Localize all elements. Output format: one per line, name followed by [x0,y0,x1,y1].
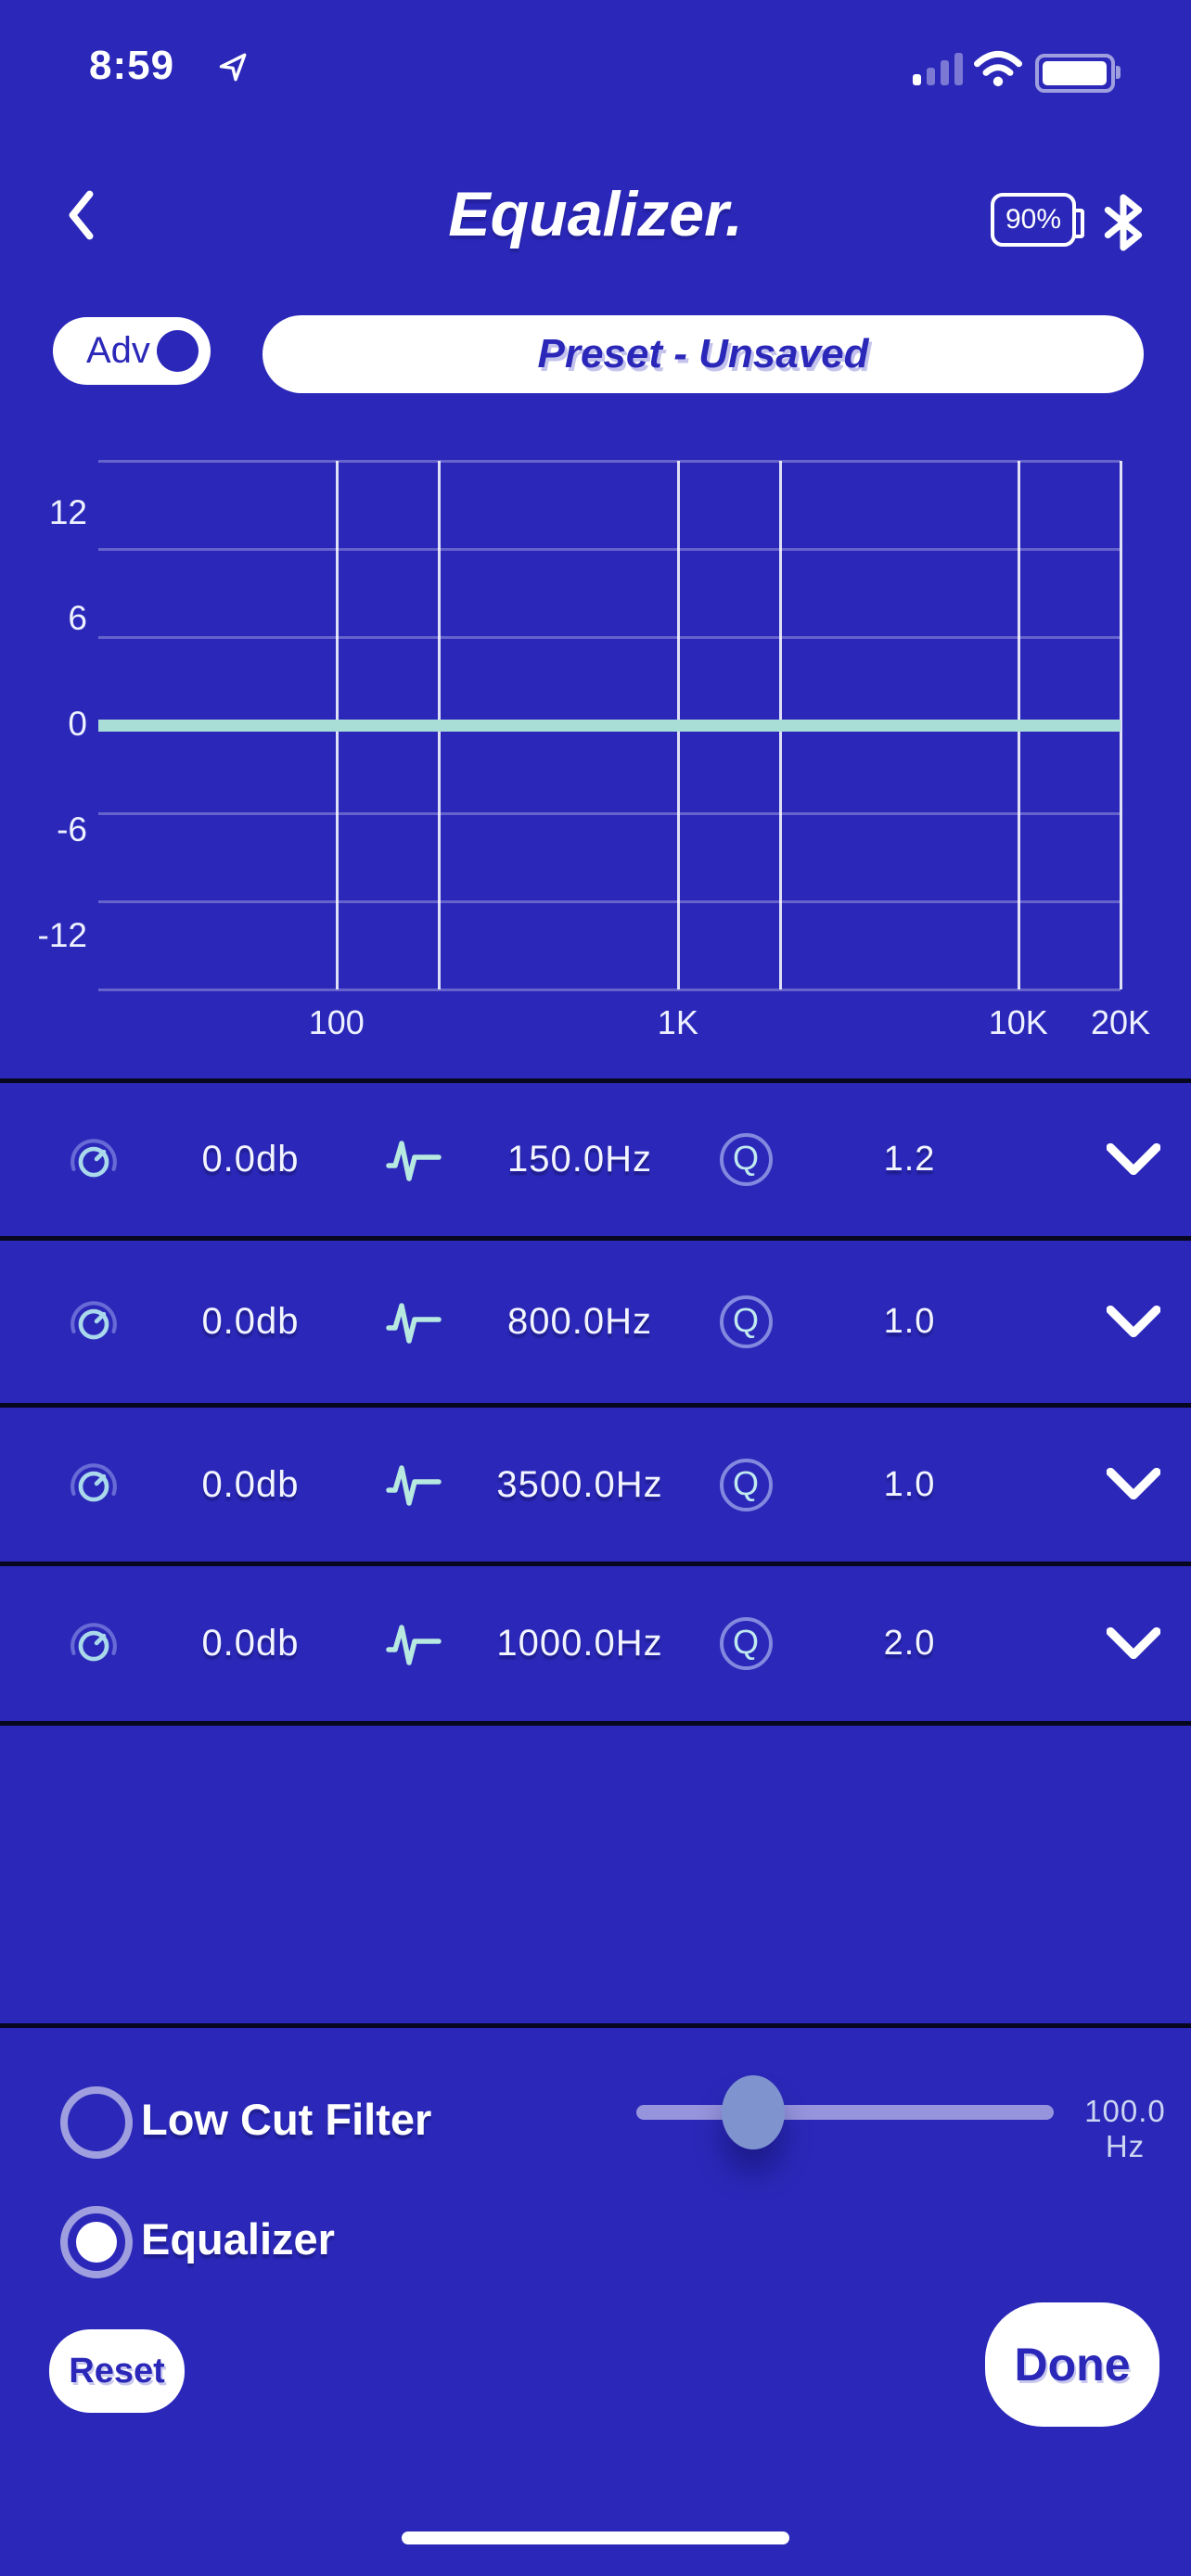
preset-button-label: Preset - Unsaved [537,331,869,376]
band-gain-value[interactable]: 0.0db [201,1623,300,1664]
gain-knob-icon[interactable] [65,1408,122,1562]
y-axis-tick-label: -12 [37,916,87,954]
divider [0,1236,1191,1241]
waveform-icon [383,1083,444,1236]
back-button[interactable] [65,189,96,241]
band-frequency-value[interactable]: 3500.0Hz [496,1463,663,1505]
signal-strength-icon [913,52,963,85]
band-frequency-value[interactable]: 1000.0Hz [496,1623,663,1664]
equalizer-radio[interactable] [60,2206,133,2278]
x-axis-tick-label: 1K [657,1003,698,1041]
expand-band-button[interactable] [1105,1566,1162,1721]
location-icon [219,48,252,82]
low-cut-filter-radio[interactable] [60,2086,133,2159]
gain-knob-icon[interactable] [65,1083,122,1236]
divider [0,1403,1191,1408]
gridline-horizontal [98,899,1121,903]
preset-button[interactable]: Preset - Unsaved [263,315,1144,393]
x-axis-tick-label: 10K [988,1003,1048,1041]
band-q-value[interactable]: 1.2 [883,1140,936,1179]
y-axis-tick-label: 12 [48,493,87,531]
home-indicator[interactable] [402,2531,789,2544]
band-frequency-value[interactable]: 150.0Hz [507,1139,652,1180]
band-row: 0.0db 800.0Hz Q 1.0 [0,1241,1191,1403]
band-row: 0.0db 150.0Hz Q 1.2 [0,1083,1191,1236]
page-title: Equalizer. [448,179,743,249]
low-cut-frequency-value: 100.0 Hz [1084,2094,1166,2163]
expand-band-button[interactable] [1105,1408,1162,1562]
equalizer-radio-label: Equalizer [141,2214,335,2264]
expand-band-button[interactable] [1105,1241,1162,1403]
done-button[interactable]: Done [985,2302,1159,2427]
divider [0,1078,1191,1083]
band-q-value[interactable]: 1.0 [883,1464,936,1504]
status-time: 8:59 [89,43,175,88]
band-gain-value[interactable]: 0.0db [201,1463,300,1505]
done-button-label: Done [1014,2339,1131,2391]
eq-plot[interactable] [98,460,1122,991]
toggle-knob[interactable] [157,330,198,372]
q-icon: Q [716,1241,775,1403]
band-frequency-value[interactable]: 800.0Hz [507,1301,652,1342]
low-cut-frequency-slider-track[interactable] [636,2105,1054,2120]
divider [0,2023,1191,2028]
band-gain-value[interactable]: 0.0db [201,1139,300,1180]
q-icon: Q [716,1408,775,1562]
band-gain-value[interactable]: 0.0db [201,1301,300,1342]
x-axis-tick-label: 20K [1090,1003,1151,1041]
gridline-horizontal [98,548,1121,552]
battery-icon [1035,54,1121,93]
advanced-toggle[interactable]: Adv [53,317,211,385]
bluetooth-icon [1098,189,1148,256]
divider [0,1721,1191,1726]
y-axis-tick-label: 0 [68,705,87,743]
low-cut-frequency-slider-handle[interactable] [722,2075,785,2149]
divider [0,1562,1191,1566]
device-battery-percent: 90% [1005,204,1062,235]
low-cut-filter-label: Low Cut Filter [141,2095,432,2144]
device-battery-badge: 90% [991,193,1084,247]
q-icon: Q [716,1083,775,1236]
waveform-icon [383,1241,444,1403]
advanced-toggle-label: Adv [86,330,150,371]
eq-response-curve [98,720,1121,732]
band-q-value[interactable]: 2.0 [883,1624,936,1663]
band-q-value[interactable]: 1.0 [883,1302,936,1341]
x-axis-tick-label: 100 [308,1003,365,1041]
gain-knob-icon[interactable] [65,1566,122,1721]
waveform-icon [383,1566,444,1721]
y-axis-tick-label: 6 [68,599,87,637]
gridline-horizontal [98,460,1121,463]
band-row: 0.0db 3500.0Hz Q 1.0 [0,1408,1191,1562]
wifi-icon [974,50,1022,87]
gridline-horizontal [98,812,1121,816]
gridline-horizontal [98,635,1121,639]
y-axis-tick-label: -6 [57,810,87,848]
gridline-vertical [1120,461,1122,989]
q-icon: Q [716,1566,775,1721]
reset-button[interactable]: Reset [49,2329,185,2413]
band-row: 0.0db 1000.0Hz Q 2.0 [0,1566,1191,1721]
gridline-horizontal [98,988,1121,991]
reset-button-label: Reset [69,2351,165,2391]
gain-knob-icon[interactable] [65,1241,122,1403]
expand-band-button[interactable] [1105,1083,1162,1236]
waveform-icon [383,1408,444,1562]
